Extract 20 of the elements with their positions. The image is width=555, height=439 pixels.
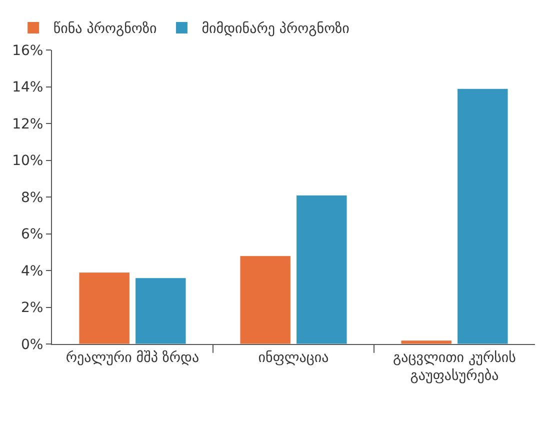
legend-label: მიმდინარე პროგნოზი [202, 21, 350, 38]
x-tick-label: რეალური მშპ ზრდა [66, 350, 200, 366]
y-tick-label: 2% [20, 300, 44, 316]
bar [240, 256, 291, 344]
bar [78, 272, 130, 344]
y-tick-label: 14% [12, 80, 44, 96]
y-tick-label: 16% [12, 42, 44, 59]
y-tick-label: 4% [20, 263, 44, 280]
legend-label: წინა პროგნოზი [53, 21, 157, 38]
y-tick-label: 0% [20, 336, 44, 353]
y-tick-label: 10% [12, 153, 44, 170]
x-tick-label: ინფლაცია [258, 350, 329, 366]
bar [296, 194, 348, 344]
bar [457, 88, 508, 344]
bar [135, 278, 186, 344]
x-tick-label: გაცვლითი კურსის გაუფასურება [393, 350, 516, 384]
y-tick-label: 12% [12, 116, 44, 132]
y-tick-label: 8% [20, 190, 44, 206]
y-tick-label: 6% [20, 226, 44, 243]
bar [400, 340, 452, 344]
